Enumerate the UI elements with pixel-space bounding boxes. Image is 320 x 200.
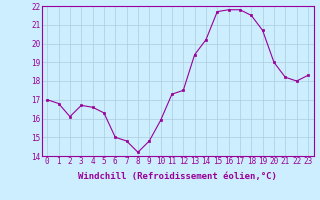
X-axis label: Windchill (Refroidissement éolien,°C): Windchill (Refroidissement éolien,°C) xyxy=(78,172,277,181)
